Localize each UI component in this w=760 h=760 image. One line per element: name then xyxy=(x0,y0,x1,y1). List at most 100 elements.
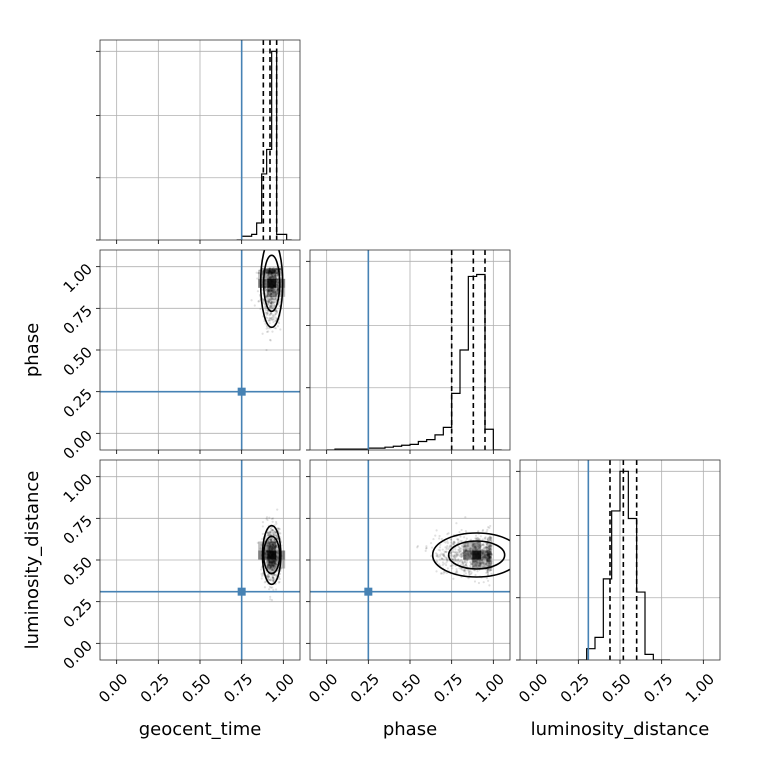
sample-point xyxy=(268,516,271,519)
sample-point xyxy=(272,290,275,293)
sample-point xyxy=(481,555,485,559)
sample-point xyxy=(265,564,268,567)
truth-marker xyxy=(237,587,246,596)
sample-point xyxy=(487,549,490,552)
ytick-label: 0.25 xyxy=(60,595,96,631)
sample-point xyxy=(272,580,275,583)
sample-point xyxy=(476,548,479,551)
sample-point xyxy=(269,311,273,314)
sample-point xyxy=(273,544,276,547)
sample-point xyxy=(273,274,277,277)
sample-point xyxy=(272,268,275,271)
density-cell xyxy=(463,550,473,560)
sample-point xyxy=(444,564,448,567)
sample-point xyxy=(272,270,276,273)
sample-point xyxy=(270,540,273,543)
density-cell xyxy=(267,287,277,297)
sample-point xyxy=(486,553,489,556)
sample-point xyxy=(272,559,276,562)
sample-point xyxy=(273,293,276,296)
sample-point xyxy=(486,564,489,567)
sample-point xyxy=(490,552,493,555)
sample-point xyxy=(273,288,276,292)
sample-point xyxy=(489,551,492,554)
sample-point xyxy=(268,322,271,325)
sample-point xyxy=(274,542,277,545)
sample-point xyxy=(262,267,265,271)
sample-point xyxy=(274,270,277,273)
sample-point xyxy=(469,548,472,551)
sample-point xyxy=(490,553,493,556)
sample-point xyxy=(483,537,486,540)
sample-point xyxy=(266,566,269,569)
sample-point xyxy=(266,269,269,272)
sample-point xyxy=(272,568,275,571)
sample-point xyxy=(481,559,484,562)
sample-point xyxy=(487,554,490,557)
sample-point xyxy=(271,547,275,550)
sample-point xyxy=(268,301,271,304)
sample-point xyxy=(462,548,465,551)
sample-point xyxy=(271,586,274,589)
sample-point xyxy=(274,531,277,535)
sample-point xyxy=(469,547,472,550)
sample-point xyxy=(271,563,274,566)
sample-point xyxy=(269,565,273,569)
sample-point xyxy=(264,307,267,310)
sample-point xyxy=(270,307,274,310)
sample-point xyxy=(485,557,488,560)
sample-point xyxy=(271,560,274,563)
sample-point xyxy=(273,560,276,563)
sample-point xyxy=(274,559,277,562)
sample-point xyxy=(273,270,277,273)
sample-point xyxy=(276,288,280,291)
sample-point xyxy=(487,555,490,558)
sample-point xyxy=(486,559,490,563)
ytick-label: 0.75 xyxy=(60,512,96,548)
sample-point xyxy=(266,298,269,301)
density-cell xyxy=(472,541,482,551)
sample-point xyxy=(268,561,271,564)
sample-point xyxy=(271,297,274,300)
sample-point xyxy=(274,545,277,548)
sample-point xyxy=(270,568,273,571)
sample-point xyxy=(269,565,272,568)
sample-point xyxy=(268,559,271,562)
sample-point xyxy=(485,548,489,552)
sample-point xyxy=(474,546,477,549)
sample-point xyxy=(487,559,490,562)
sample-point xyxy=(486,553,489,556)
sample-point xyxy=(270,275,273,278)
sample-point xyxy=(271,273,274,276)
sample-point xyxy=(273,272,276,275)
sample-point xyxy=(479,564,482,567)
sample-point xyxy=(274,269,277,272)
sample-point xyxy=(268,270,271,273)
sample-point xyxy=(272,566,275,569)
sample-point xyxy=(442,558,445,561)
sample-point xyxy=(452,577,455,580)
sample-point xyxy=(472,564,476,568)
sample-point xyxy=(270,271,273,274)
sample-point xyxy=(265,561,268,564)
sample-point xyxy=(268,546,271,549)
sample-point xyxy=(270,545,273,549)
sample-point xyxy=(272,562,275,565)
sample-point xyxy=(268,299,271,302)
sample-point xyxy=(268,288,271,291)
sample-point xyxy=(250,299,253,302)
sample-point xyxy=(474,559,478,563)
sample-point xyxy=(441,563,445,566)
sample-point xyxy=(451,543,455,546)
sample-point xyxy=(269,289,272,293)
sample-point xyxy=(441,561,445,564)
sample-point xyxy=(265,267,268,271)
sample-point xyxy=(442,552,446,555)
sample-point xyxy=(436,560,439,564)
sample-point xyxy=(273,304,276,307)
sample-point xyxy=(274,546,277,549)
sample-point xyxy=(489,559,492,562)
sample-point xyxy=(454,553,457,556)
sample-point xyxy=(490,538,493,541)
sample-point xyxy=(443,550,446,553)
